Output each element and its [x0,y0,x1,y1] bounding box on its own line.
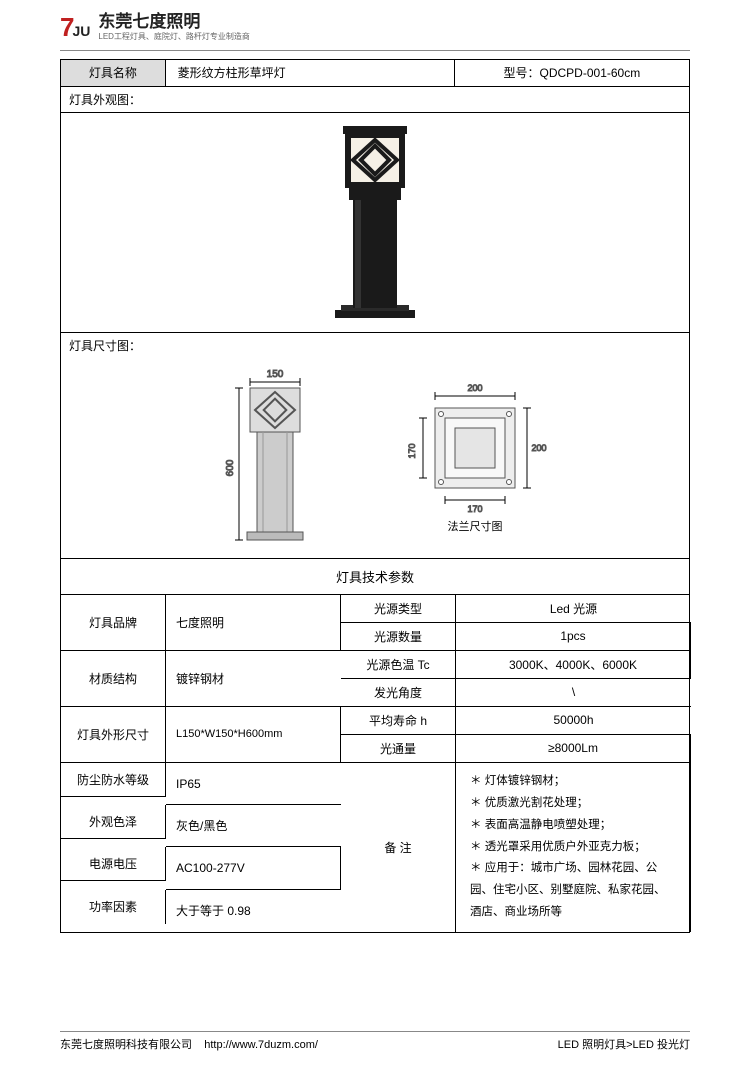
color-label: 外观色泽 [61,805,166,839]
brand-subtitle: LED工程灯具、庭院灯、路杆灯专业制造商 [98,32,250,42]
life-value: 50000h [456,707,691,735]
info-row: 灯具名称 菱形纹方柱形草坪灯 型号：QDCPD-001-60cm [61,60,689,86]
flange-caption: 法兰尺寸图 [448,519,503,533]
model-cell: 型号：QDCPD-001-60cm [455,60,689,86]
material-value: 镀锌钢材 [166,651,341,707]
header-divider [60,50,690,51]
brand-label: 灯具品牌 [61,595,166,651]
lumen-value: ≥8000Lm [456,735,691,763]
ip-value: IP65 [166,763,341,805]
cct-value: 3000K、4000K、6000K [456,651,691,679]
beam-value: \ [456,679,691,707]
footer-url: http://www.7duzm.com/ [204,1039,318,1051]
light-type-value: Led 光源 [456,595,691,623]
brand-title: 东莞七度照明 [98,12,250,32]
life-label: 平均寿命 h [341,707,456,735]
page-header: 7JU 东莞七度照明 LED工程灯具、庭院灯、路杆灯专业制造商 [0,0,750,46]
lamp-illustration [315,122,435,322]
flange-drawing: 200 200 170 [405,378,555,538]
flange-outer-h: 200 [531,443,546,453]
flange-outer-w: 200 [467,383,482,393]
dimensions-section: 150 600 [61,358,689,558]
footer-company: 东莞七度照明科技有限公司 [60,1039,192,1051]
pf-label: 功率因素 [61,890,166,924]
color-value: 灰色/黑色 [166,805,341,847]
dim-top-width: 150 [267,369,284,380]
remarks-text: ＊ 灯体镀锌钢材； ＊ 优质激光割花处理； ＊ 表面高温静电喷塑处理； ＊ 透光… [456,763,691,932]
voltage-value: AC100-277V [166,847,341,889]
material-label: 材质结构 [61,651,166,707]
light-qty-value: 1pcs [456,623,691,651]
elevation-drawing: 150 600 [195,368,345,548]
dim-height: 600 [225,459,236,476]
size-label: 灯具外形尺寸 [61,707,166,763]
params-grid: 灯具品牌 七度照明 光源类型 Led 光源 光源数量 1pcs 材质结构 镀锌钢… [61,595,689,932]
flange-inner-w: 170 [467,504,482,514]
footer-left: 东莞七度照明科技有限公司 http://www.7duzm.com/ [60,1036,318,1052]
size-value: L150*W150*H600mm [166,707,341,763]
flange-inner-h: 170 [407,443,417,458]
spec-sheet: 灯具名称 菱形纹方柱形草坪灯 型号：QDCPD-001-60cm 灯具外观图： [60,59,690,933]
brand-value: 七度照明 [166,595,341,651]
page-footer: 东莞七度照明科技有限公司 http://www.7duzm.com/ LED 照… [60,1032,690,1052]
light-qty-label: 光源数量 [341,623,456,651]
name-value: 菱形纹方柱形草坪灯 [166,60,455,86]
appearance-label: 灯具外观图： [61,86,689,112]
remarks-label: 备 注 [341,763,456,932]
footer-right: LED 照明灯具>LED 投光灯 [558,1036,690,1052]
pf-value: 大于等于 0.98 [166,890,341,932]
product-image-section [61,112,689,332]
logo-icon: 7JU [60,14,90,40]
voltage-label: 电源电压 [61,847,166,881]
dimensions-label: 灯具尺寸图： [61,332,689,358]
params-header: 灯具技术参数 [61,558,689,595]
lumen-label: 光通量 [341,735,456,763]
ip-label: 防尘防水等级 [61,763,166,797]
beam-label: 发光角度 [341,679,456,707]
light-type-label: 光源类型 [341,595,456,623]
model-value: QDCPD-001-60cm [540,66,641,80]
model-label: 型号： [504,64,540,81]
name-label: 灯具名称 [61,60,166,86]
brand-text: 东莞七度照明 LED工程灯具、庭院灯、路杆灯专业制造商 [98,12,250,42]
cct-label: 光源色温 Tc [341,651,456,679]
